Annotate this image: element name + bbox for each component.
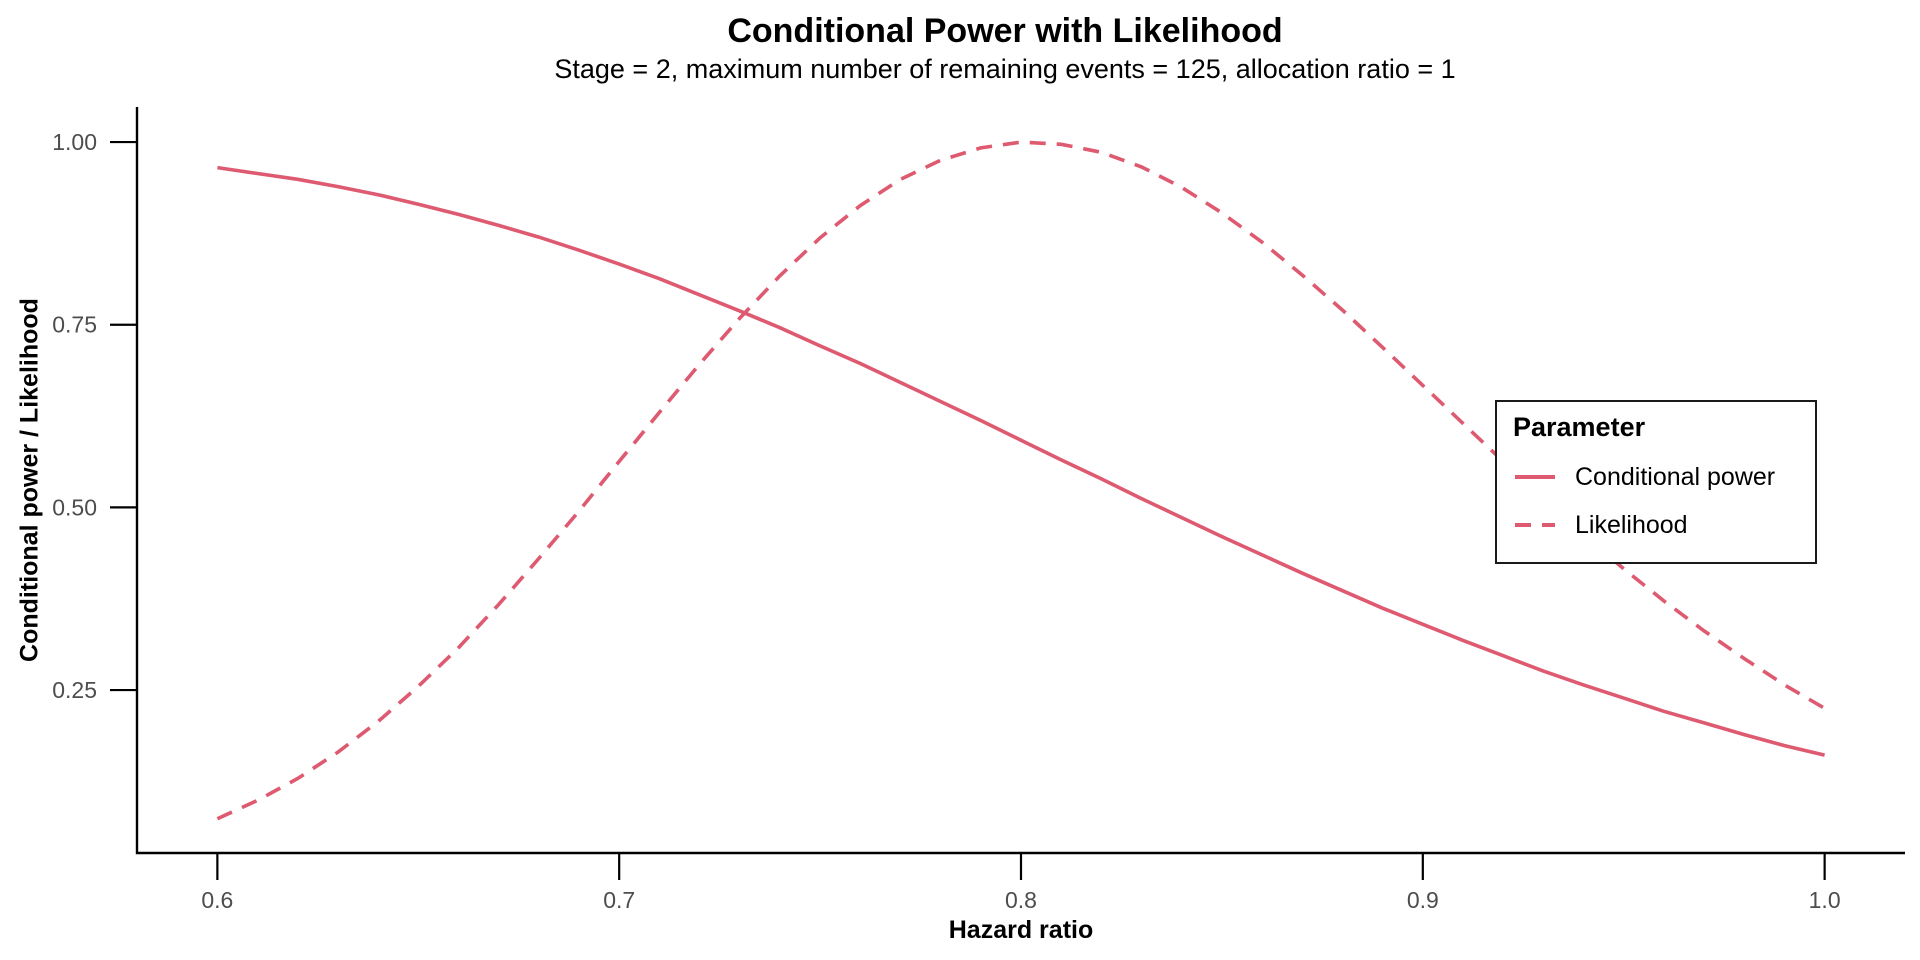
- dashed-line-key-icon: [1515, 523, 1555, 527]
- y-tick-label: 0.75: [52, 312, 97, 338]
- legend-item-likelihood: Likelihood: [1513, 501, 1815, 549]
- x-tick-label: 1.0: [1809, 887, 1841, 913]
- x-tick-label: 0.9: [1407, 887, 1439, 913]
- legend-item-conditional-power: Conditional power: [1513, 453, 1815, 501]
- y-tick-label: 0.50: [52, 494, 97, 520]
- x-tick-label: 0.8: [1005, 887, 1037, 913]
- x-tick-label: 0.7: [603, 887, 635, 913]
- legend: Parameter Conditional power Likelihood: [1495, 400, 1817, 564]
- legend-label: Conditional power: [1575, 462, 1776, 491]
- legend-title: Parameter: [1513, 412, 1646, 442]
- y-tick-label: 0.25: [52, 677, 97, 703]
- chart-subtitle: Stage = 2, maximum number of remaining e…: [554, 54, 1456, 84]
- x-axis-title: Hazard ratio: [948, 916, 1094, 944]
- chart-title: Conditional Power with Likelihood: [727, 12, 1283, 50]
- y-tick-label: 1.00: [52, 129, 97, 155]
- conditional-power-line: [217, 165, 1826, 757]
- legend-label: Likelihood: [1575, 510, 1688, 539]
- solid-line-key-icon: [1515, 475, 1555, 479]
- axis-lines: [135, 107, 1905, 855]
- x-tick-label: 0.6: [201, 887, 233, 913]
